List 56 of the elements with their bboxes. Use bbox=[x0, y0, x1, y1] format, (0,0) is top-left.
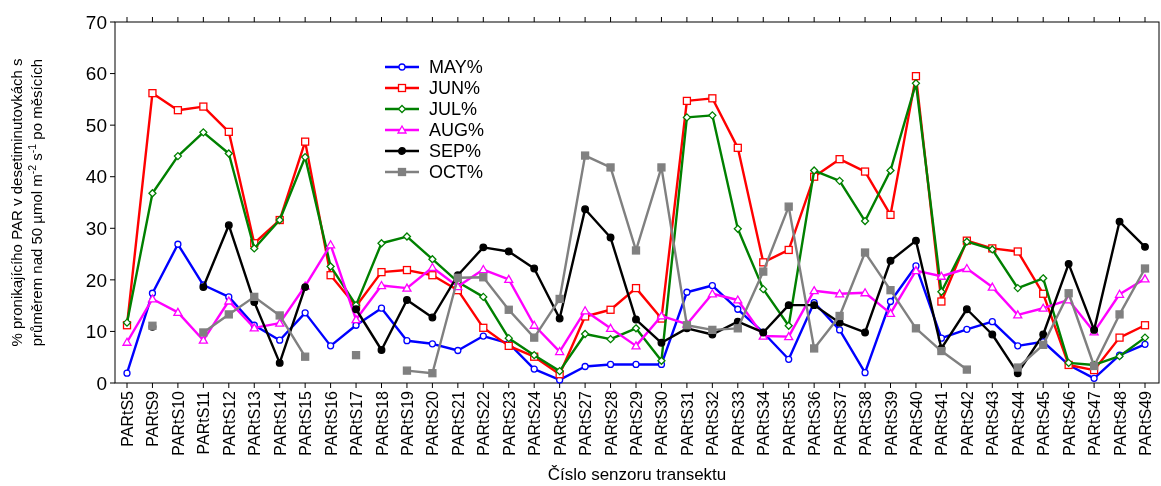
legend-label: AUG% bbox=[429, 120, 485, 141]
x-tick-label: PARtS34 bbox=[755, 390, 773, 456]
x-tick-label: PARtS48 bbox=[1111, 390, 1129, 456]
x-tick-label: PARtS40 bbox=[907, 390, 925, 456]
x-tick-label: PARtS36 bbox=[806, 390, 824, 456]
y-tick-label: 0 bbox=[96, 372, 107, 394]
y-tick-label: 40 bbox=[85, 166, 107, 188]
legend-label: JUL% bbox=[429, 99, 478, 120]
x-tick-label: PARtS45 bbox=[1035, 390, 1053, 456]
x-tick-label: PARtS29 bbox=[628, 390, 645, 456]
x-tick-label: PARtS5 bbox=[119, 390, 136, 447]
x-tick-label: PARtS15 bbox=[297, 390, 315, 456]
x-tick-label: PARtS30 bbox=[653, 390, 671, 456]
y-tick-label: 20 bbox=[85, 269, 107, 291]
x-tick-label: PARtS24 bbox=[526, 390, 544, 456]
x-tick-label: PARtS47 bbox=[1086, 390, 1104, 456]
legend-label: JUN% bbox=[429, 78, 481, 99]
x-tick-label: PARtS37 bbox=[831, 390, 849, 456]
x-tick-label: PARtS23 bbox=[500, 390, 518, 456]
x-tick-label: PARtS27 bbox=[577, 390, 595, 456]
x-tick-label: PARtS28 bbox=[602, 390, 620, 456]
x-tick-label: PARtS41 bbox=[933, 390, 951, 456]
x-tick-label: PARtS16 bbox=[322, 390, 340, 456]
y-tick-label: 50 bbox=[85, 114, 107, 136]
x-tick-label: PARtS12 bbox=[220, 390, 238, 456]
x-tick-label: PARtS39 bbox=[882, 390, 900, 456]
x-tick-label: PARtS25 bbox=[551, 390, 569, 456]
x-tick-label: PARtS49 bbox=[1137, 390, 1154, 456]
x-tick-label: PARtS22 bbox=[475, 390, 493, 456]
x-tick-label: PARtS32 bbox=[704, 390, 722, 456]
x-tick-label: PARtS18 bbox=[373, 390, 391, 456]
x-tick-label: PARtS35 bbox=[780, 390, 798, 456]
x-tick-label: PARtS11 bbox=[195, 390, 213, 455]
x-tick-label: PARtS31 bbox=[678, 390, 696, 456]
x-tick-label: PARtS14 bbox=[271, 390, 289, 456]
x-tick-label: PARtS17 bbox=[348, 390, 366, 456]
x-tick-label: PARtS38 bbox=[857, 390, 875, 456]
x-tick-label: PARtS13 bbox=[246, 390, 264, 456]
x-tick-label: PARtS42 bbox=[958, 390, 976, 456]
y-tick-label: 70 bbox=[85, 11, 107, 33]
x-tick-label: PARtS43 bbox=[984, 390, 1002, 456]
x-tick-label: PARtS20 bbox=[424, 390, 442, 456]
x-tick-label: PARtS9 bbox=[144, 390, 162, 447]
legend-label: OCT% bbox=[429, 162, 483, 183]
y-tick-label: 10 bbox=[85, 321, 107, 343]
x-axis-title: Číslo senzoru transektu bbox=[547, 465, 727, 484]
x-tick-label: PARtS33 bbox=[729, 390, 747, 456]
x-tick-label: PARtS44 bbox=[1009, 390, 1027, 456]
y-tick-label: 60 bbox=[85, 63, 107, 85]
x-tick-label: PARtS19 bbox=[398, 390, 416, 456]
x-tick-label: PARtS46 bbox=[1060, 390, 1078, 456]
x-tick-label: PARtS10 bbox=[169, 390, 187, 456]
legend-label: MAY% bbox=[429, 57, 483, 78]
y-tick-label: 30 bbox=[85, 217, 107, 239]
legend-label: SEP% bbox=[429, 141, 482, 162]
x-tick-label: PARtS21 bbox=[449, 390, 467, 456]
